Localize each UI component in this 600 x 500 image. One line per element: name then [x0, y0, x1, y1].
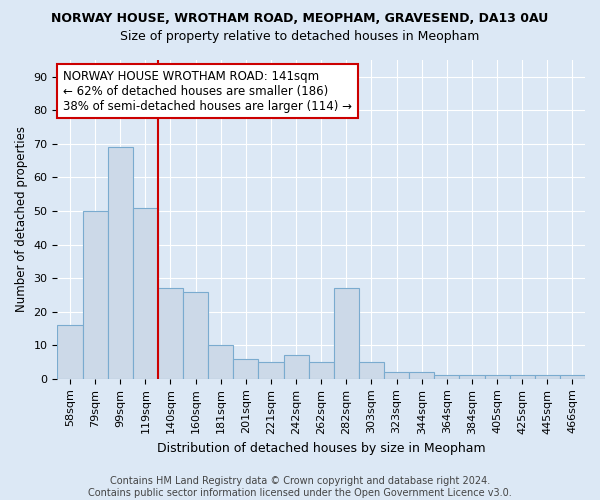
Bar	[384, 372, 409, 379]
Bar	[485, 376, 509, 379]
Bar	[359, 362, 384, 379]
Bar	[233, 358, 259, 379]
Bar	[259, 362, 284, 379]
Bar	[107, 148, 133, 379]
Bar	[308, 362, 334, 379]
Text: Size of property relative to detached houses in Meopham: Size of property relative to detached ho…	[121, 30, 479, 43]
Bar	[208, 346, 233, 379]
Bar	[334, 288, 359, 379]
Bar	[460, 376, 485, 379]
Text: NORWAY HOUSE, WROTHAM ROAD, MEOPHAM, GRAVESEND, DA13 0AU: NORWAY HOUSE, WROTHAM ROAD, MEOPHAM, GRA…	[52, 12, 548, 26]
Bar	[409, 372, 434, 379]
Bar	[434, 376, 460, 379]
Bar	[158, 288, 183, 379]
Bar	[58, 325, 83, 379]
Bar	[284, 356, 308, 379]
Bar	[509, 376, 535, 379]
Bar	[133, 208, 158, 379]
Text: Contains HM Land Registry data © Crown copyright and database right 2024.
Contai: Contains HM Land Registry data © Crown c…	[88, 476, 512, 498]
Text: NORWAY HOUSE WROTHAM ROAD: 141sqm
← 62% of detached houses are smaller (186)
38%: NORWAY HOUSE WROTHAM ROAD: 141sqm ← 62% …	[62, 70, 352, 112]
X-axis label: Distribution of detached houses by size in Meopham: Distribution of detached houses by size …	[157, 442, 485, 455]
Y-axis label: Number of detached properties: Number of detached properties	[15, 126, 28, 312]
Bar	[560, 376, 585, 379]
Bar	[535, 376, 560, 379]
Bar	[183, 292, 208, 379]
Bar	[83, 211, 107, 379]
